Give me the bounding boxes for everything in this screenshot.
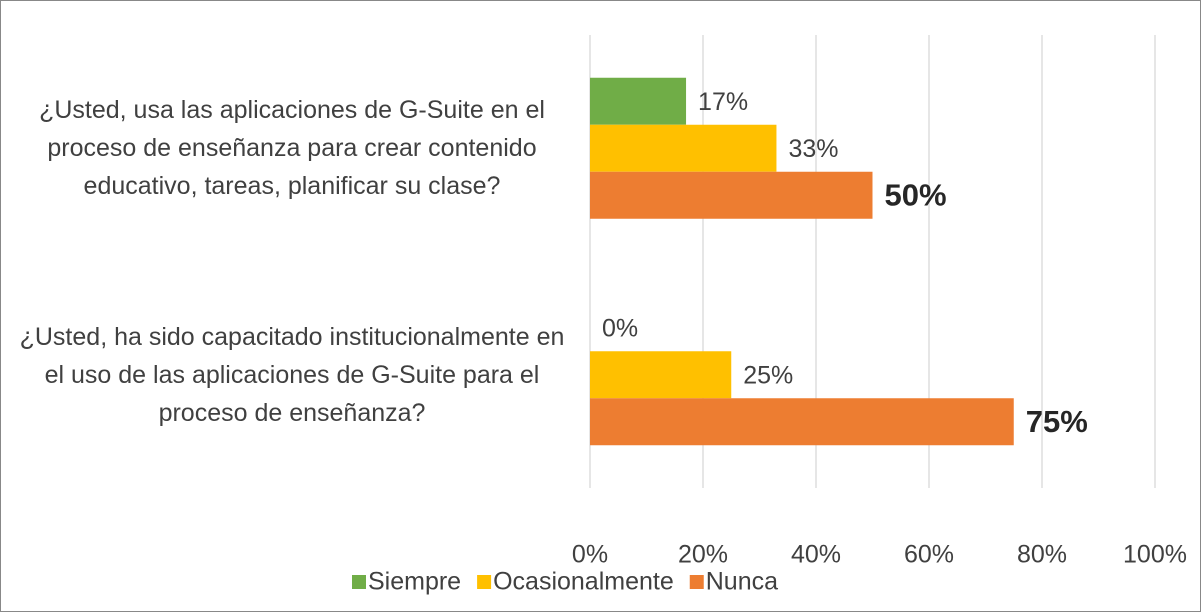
x-tick-label: 20%	[678, 541, 728, 569]
value-label: 17%	[698, 88, 748, 116]
legend-label: Nunca	[706, 568, 778, 596]
x-tick-label: 60%	[904, 541, 954, 569]
value-label: 33%	[788, 135, 838, 163]
value-label: 50%	[885, 177, 947, 212]
legend-swatch	[689, 575, 704, 589]
x-tick-label: 100%	[1123, 541, 1187, 569]
legend-label: Siempre	[368, 568, 461, 596]
value-label: 75%	[1026, 404, 1088, 439]
category-label: ¿Usted, usa las aplicaciones de G-Suite …	[39, 96, 545, 201]
x-tick-label: 40%	[791, 541, 841, 569]
bar	[590, 124, 777, 172]
category-label: ¿Usted, ha sido capacitado institucional…	[19, 322, 565, 427]
value-label: 0%	[602, 314, 638, 342]
x-tick-label: 80%	[1017, 541, 1067, 569]
legend-swatch	[477, 575, 492, 589]
bar	[590, 77, 687, 125]
legend-label: Ocasionalmente	[493, 568, 674, 596]
bar	[590, 398, 1014, 446]
value-label: 25%	[743, 361, 793, 389]
x-tick-label: 0%	[572, 541, 608, 569]
bar	[590, 171, 873, 219]
bar	[590, 351, 732, 399]
legend-swatch	[352, 575, 366, 589]
